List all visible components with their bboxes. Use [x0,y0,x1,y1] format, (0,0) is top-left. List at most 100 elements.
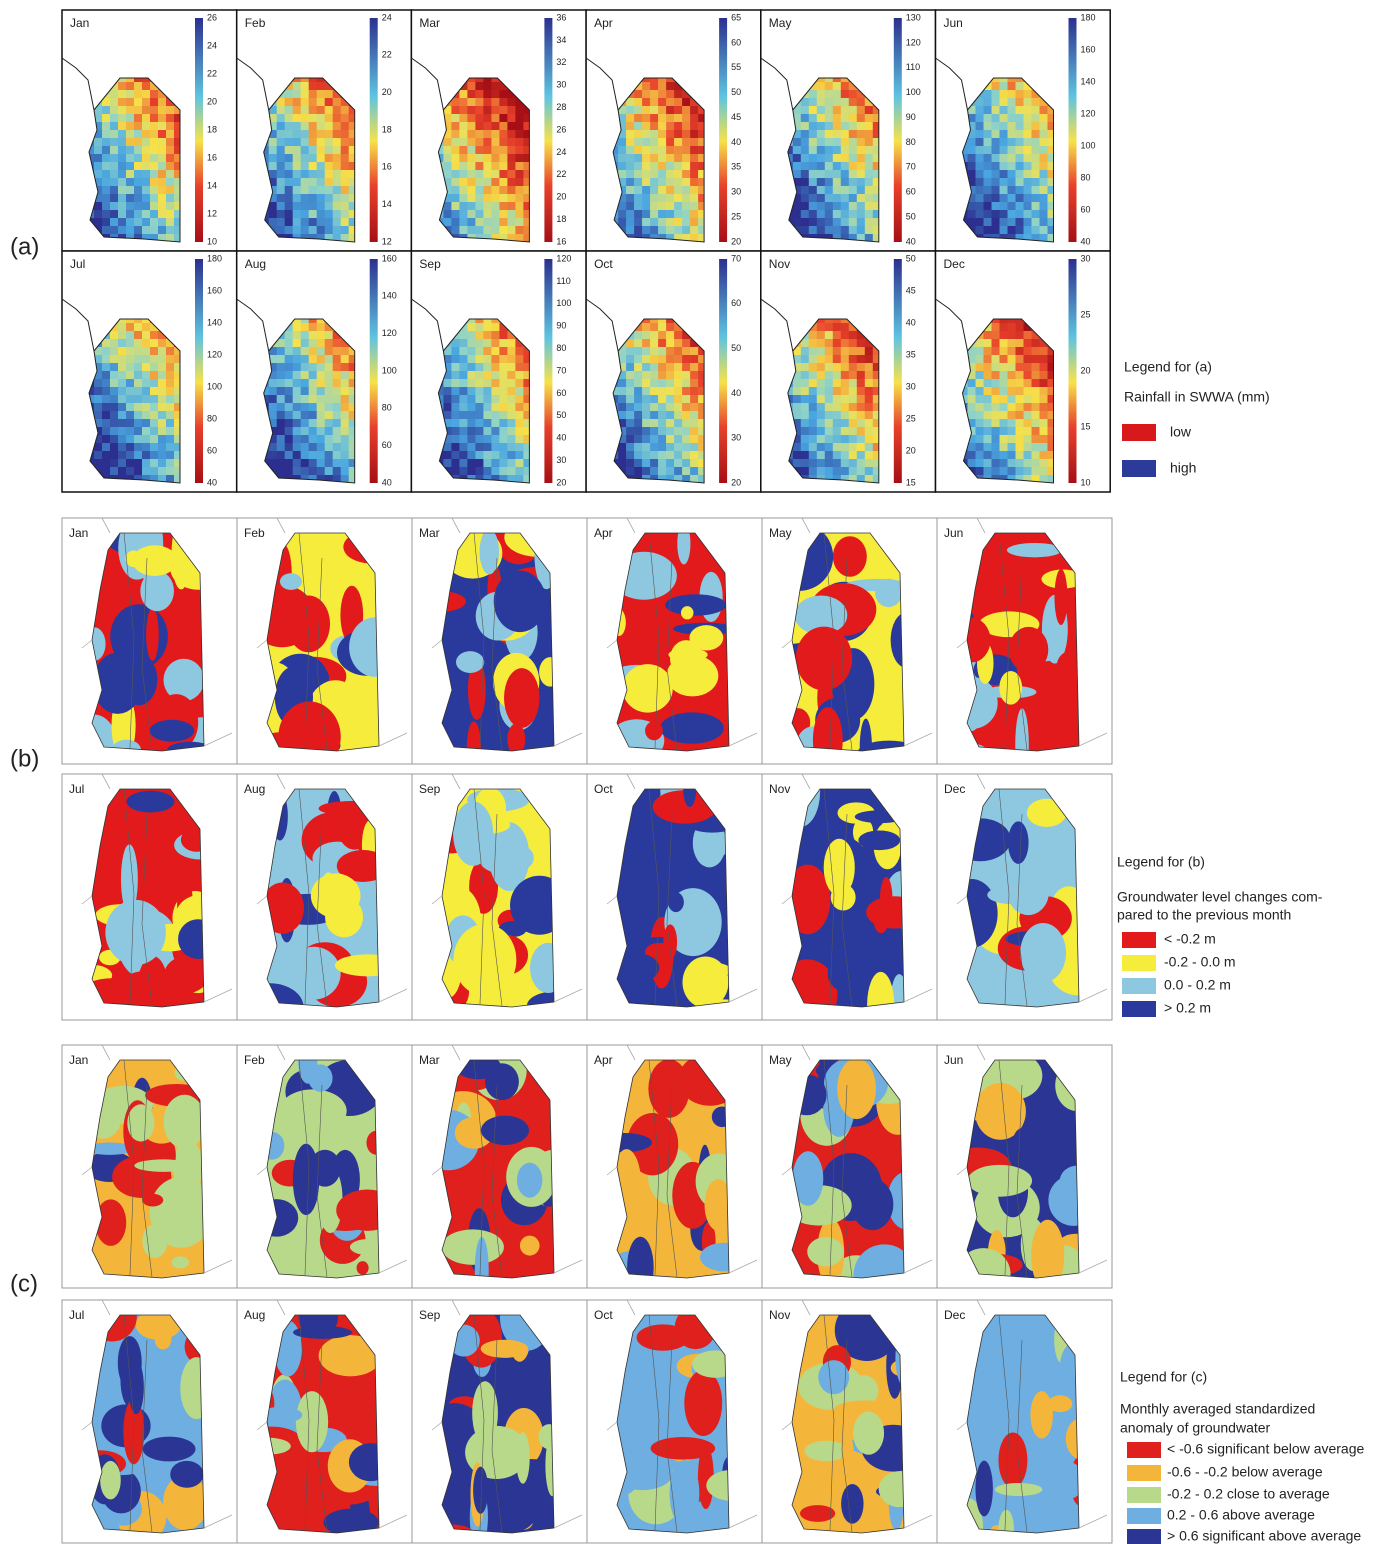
grid-cell [491,106,499,114]
grid-cell [666,411,674,419]
grid-cell [126,202,134,210]
grid-cell [1008,130,1016,138]
grid-cell [475,379,483,387]
grid-cell [158,154,166,162]
grid-cell [817,98,825,106]
grid-cell [126,427,134,435]
grid-cell [825,98,833,106]
grid-cell [833,226,841,234]
grid-cell [817,130,825,138]
grid-cell [483,427,491,435]
grid-cell [499,403,507,411]
grid-cell [158,395,166,403]
grid-cell [166,419,174,427]
grid-cell [126,154,134,162]
grid-cell [841,218,849,226]
grid-cell [166,427,174,435]
grid-cell [857,106,865,114]
grid-cell [634,162,642,170]
grid-cell [285,331,293,339]
grid-cell [293,451,301,459]
grid-cell [277,451,285,459]
grid-cell [507,387,515,395]
grid-cell [817,154,825,162]
grid-cell [642,451,650,459]
grid-cell [94,146,102,154]
grid-cell [817,106,825,114]
grid-cell [269,218,277,226]
grid-cell [166,202,174,210]
colorbar-tick-label: 70 [731,253,741,263]
grid-cell [634,451,642,459]
grid-cell [642,218,650,226]
month-label: Mar [419,16,440,30]
month-label: Sep [419,257,441,271]
grid-cell [483,138,491,146]
grid-cell [666,371,674,379]
grid-cell [976,355,984,363]
map-patch [665,594,726,615]
grid-cell [976,427,984,435]
grid-cell [992,339,1000,347]
grid-cell [142,347,150,355]
grid-cell [650,218,658,226]
map-patch [651,1437,716,1460]
grid-cell [1000,363,1008,371]
grid-cell [499,339,507,347]
grid-cell [849,387,857,395]
grid-cell [134,146,142,154]
grid-cell [309,170,317,178]
grid-cell [483,451,491,459]
grid-cell [642,98,650,106]
map-patch [480,529,499,574]
grid-cell [467,218,475,226]
grid-cell [341,194,349,202]
grid-cell [467,98,475,106]
grid-cell [126,98,134,106]
grid-cell [309,419,317,427]
grid-cell [467,467,475,475]
map-patch [485,1063,519,1100]
grid-cell [976,170,984,178]
grid-cell [666,363,674,371]
grid-cell [801,443,809,451]
grid-cell [793,170,801,178]
grid-cell [1000,114,1008,122]
grid-cell [309,194,317,202]
grid-cell [333,435,341,443]
month-label: Feb [245,16,266,30]
grid-cell [642,355,650,363]
grid-cell [984,427,992,435]
panel-label: (b) [10,745,39,772]
grid-cell [626,162,634,170]
grid-cell [166,226,174,234]
grid-cell [626,194,634,202]
grid-cell [857,146,865,154]
grid-cell [333,379,341,387]
grid-cell [1032,146,1040,154]
grid-cell [849,154,857,162]
grid-cell [1024,427,1032,435]
grid-cell [650,427,658,435]
grid-cell [515,218,523,226]
grid-cell [825,186,833,194]
colorbar-tick-label: 70 [906,162,916,172]
grid-cell [634,419,642,427]
grid-cell [142,162,150,170]
grid-cell [1024,411,1032,419]
grid-cell [325,210,333,218]
grid-cell [325,459,333,467]
map-patch [293,1326,352,1339]
grid-cell [849,106,857,114]
grid-cell [1032,210,1040,218]
grid-cell [451,443,459,451]
grid-cell [674,403,682,411]
grid-cell [1008,114,1016,122]
grid-cell [459,154,467,162]
grid-cell [142,90,150,98]
grid-cell [150,347,158,355]
grid-cell [1016,347,1024,355]
grid-cell [642,467,650,475]
grid-cell [666,435,674,443]
grid-cell [483,130,491,138]
